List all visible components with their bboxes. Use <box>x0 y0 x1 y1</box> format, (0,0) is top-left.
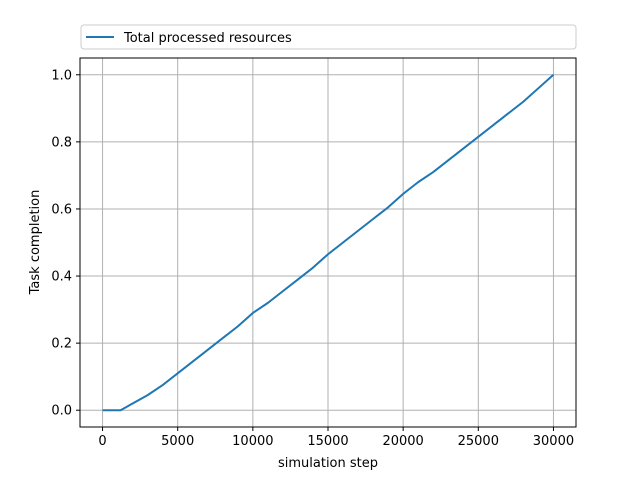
legend: Total processed resources <box>80 24 577 50</box>
x-tick-label: 10000 <box>232 434 273 449</box>
x-tick-label: 0 <box>98 434 106 449</box>
x-tick-label: 5000 <box>161 434 194 449</box>
y-tick-label: 0.0 <box>51 404 72 419</box>
legend-box <box>80 24 577 50</box>
x-axis-label: simulation step <box>278 456 378 471</box>
y-tick-label: 0.4 <box>51 270 72 285</box>
y-tick-label: 0.2 <box>51 337 72 352</box>
y-tick-label: 1.0 <box>51 68 72 83</box>
y-tick-label: 0.8 <box>51 135 72 150</box>
legend-label: Total processed resources <box>123 31 292 46</box>
y-tick-label: 0.6 <box>51 202 72 217</box>
series-lines <box>102 74 555 412</box>
axis-ticks: 0 5000 10000 15000 20000 25000 30000 0.0 0.2 0.4 0… <box>51 68 574 449</box>
x-tick-label: 15000 <box>307 434 348 449</box>
x-tick-label: 30000 <box>533 434 574 449</box>
x-tick-label: 20000 <box>382 434 423 449</box>
x-tick-label: 25000 <box>458 434 499 449</box>
grid <box>80 58 576 427</box>
y-axis-label: Task completion <box>28 190 43 296</box>
